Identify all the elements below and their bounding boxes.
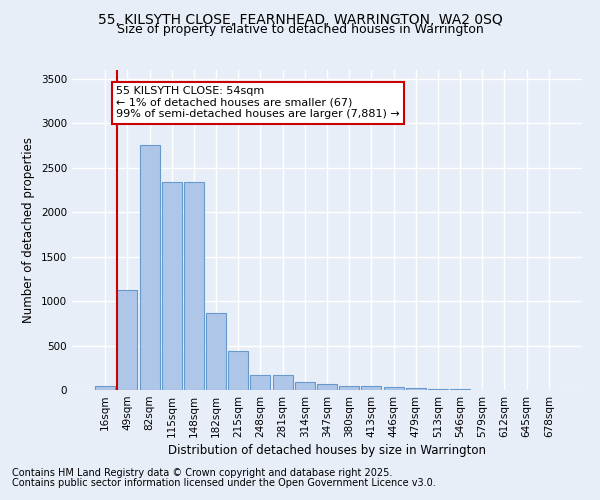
Bar xyxy=(383,388,404,390)
Text: Size of property relative to detached houses in Warrington: Size of property relative to detached ho… xyxy=(116,22,484,36)
Bar xyxy=(428,389,448,390)
Text: 55, KILSYTH CLOSE, FEARNHEAD, WARRINGTON, WA2 0SQ: 55, KILSYTH CLOSE, FEARNHEAD, WARRINGTON… xyxy=(98,12,502,26)
Bar xyxy=(450,389,470,390)
Bar xyxy=(317,384,337,390)
Text: 55 KILSYTH CLOSE: 54sqm
← 1% of detached houses are smaller (67)
99% of semi-det: 55 KILSYTH CLOSE: 54sqm ← 1% of detached… xyxy=(116,86,400,119)
Bar xyxy=(140,144,160,390)
Bar xyxy=(118,290,137,390)
Text: Contains HM Land Registry data © Crown copyright and database right 2025.: Contains HM Land Registry data © Crown c… xyxy=(12,468,392,477)
Bar xyxy=(406,388,426,390)
Bar xyxy=(250,375,271,390)
Text: Contains public sector information licensed under the Open Government Licence v3: Contains public sector information licen… xyxy=(12,478,436,488)
Y-axis label: Number of detached properties: Number of detached properties xyxy=(22,137,35,323)
X-axis label: Distribution of detached houses by size in Warrington: Distribution of detached houses by size … xyxy=(168,444,486,457)
Bar xyxy=(295,382,315,390)
Bar xyxy=(95,386,115,390)
Bar xyxy=(361,386,382,390)
Bar xyxy=(228,351,248,390)
Bar xyxy=(184,182,204,390)
Bar xyxy=(162,182,182,390)
Bar xyxy=(206,312,226,390)
Bar xyxy=(272,376,293,390)
Bar xyxy=(339,386,359,390)
